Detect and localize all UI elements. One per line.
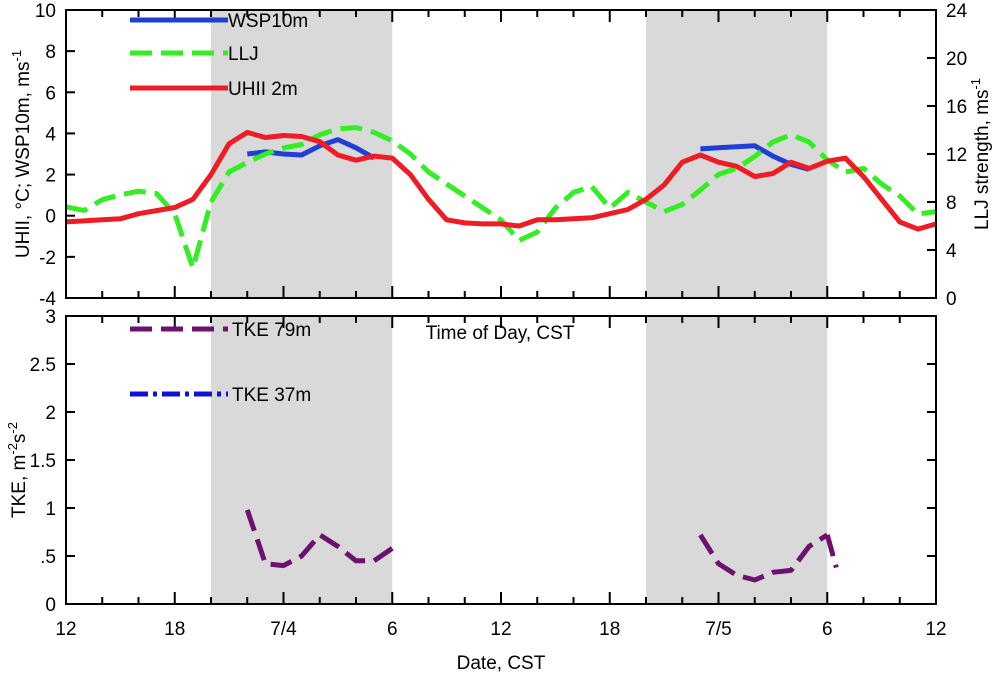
y-tick-label: -2 [39, 248, 56, 269]
y-tick-label: 3 [45, 307, 56, 328]
y2-tick-label: 0 [946, 289, 957, 310]
legend-label-tke37: TKE 37m [232, 385, 311, 406]
y-tick-label: 4 [45, 124, 56, 145]
y-tick-label: -4 [39, 289, 56, 310]
y2-tick-label: 24 [946, 1, 968, 22]
x-tick-label: 6 [822, 619, 833, 640]
legend-label-uhii: UHII 2m [228, 79, 298, 100]
night-shading-1 [646, 316, 828, 604]
series-tke79-line-1 [698, 532, 829, 583]
night-shading-1 [646, 10, 828, 298]
x-tick-label: 18 [164, 619, 185, 640]
legend: WSP10m LLJ UHII 2m TKE 79m TKE 37m [130, 11, 311, 406]
y2-tick-label: 4 [946, 241, 957, 262]
x-tick-label: 7/5 [705, 619, 731, 640]
series-tke79-line-2 [824, 534, 839, 569]
y-tick-label: 8 [45, 42, 56, 63]
y2-tick-label: 8 [946, 193, 957, 214]
series-llj-line-2 [65, 125, 937, 271]
x-axis-title: Date, CST [457, 653, 546, 674]
y-tick-label: .5 [40, 547, 56, 568]
y-tick-label: 10 [35, 1, 56, 22]
y-tick-label: 0 [45, 207, 56, 228]
legend-label-wsp: WSP10m [228, 11, 308, 32]
y-tick-label: 0 [45, 595, 56, 616]
y-axis-title: TKE, m-2s-2 [5, 422, 30, 518]
x-tick-label: 18 [599, 619, 620, 640]
y-tick-label: 2.5 [30, 355, 56, 376]
x-tick-label: 12 [55, 619, 76, 640]
y2-tick-label: 16 [946, 97, 967, 118]
series-tke79-line-0 [244, 509, 394, 569]
x-tick-label: 7/4 [270, 619, 297, 640]
legend-label-tke79: TKE 79m [232, 320, 311, 341]
y-axis-title: UHII, °C; WSP10m, ms-1 [9, 50, 34, 258]
x-tick-label: 12 [925, 619, 946, 640]
y-tick-label: 1 [45, 499, 56, 520]
y2-tick-label: 12 [946, 145, 967, 166]
y-tick-label: 1.5 [30, 451, 56, 472]
y-tick-label: 2 [45, 403, 56, 424]
legend-label-llj: LLJ [228, 44, 259, 65]
y2-axis-title: LLJ strength, ms-1 [968, 78, 993, 230]
y-tick-label: 2 [45, 166, 56, 187]
inner-annotation-time-of-day: Time of Day, CST [426, 323, 575, 344]
x-tick-label: 6 [387, 619, 398, 640]
y2-tick-label: 20 [946, 49, 967, 70]
x-tick-label: 12 [490, 619, 511, 640]
bottom-panel: 0 .5 1 1.5 2 2.5 3 12 18 7/4 6 12 18 7/5 6 12 TKE, m-2s-… [5, 307, 947, 674]
y-tick-label: 6 [45, 83, 56, 104]
series-uhii-line-3 [65, 129, 937, 232]
